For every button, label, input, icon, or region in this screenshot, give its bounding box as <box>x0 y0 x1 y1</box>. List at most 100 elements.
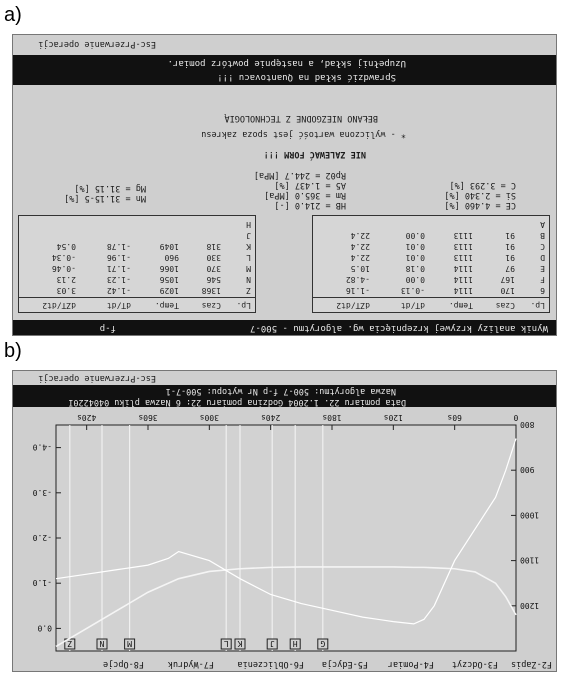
x-tick-label: 0 <box>513 413 518 422</box>
left-table-cell: 91 <box>505 231 515 240</box>
left-table-cell: 97 <box>505 264 515 273</box>
warning-no-pour: NIE ZALEWAĆ FORM !!! <box>263 149 366 159</box>
marker-label: K <box>237 639 242 648</box>
marker-box <box>317 638 329 650</box>
left-table-cell: 170 <box>500 286 515 295</box>
right-table-cell: 1056 <box>159 275 179 284</box>
marker-box <box>266 638 278 650</box>
screen-a-analysis-result: Wynik analizy krzywej krzepnięcia wg. al… <box>12 34 557 336</box>
warning-technology: BEŁANO NIEZGODNE Z TECHNOLOGIĄ <box>224 113 378 123</box>
escape-hint-b[interactable]: Esc-Przerwanie operacji <box>38 373 156 383</box>
temperature-curve <box>55 566 517 648</box>
right-table-cell: M <box>246 264 251 273</box>
marker-label: H <box>293 639 298 648</box>
params-left: CE = 4.460 [%] Si = 2.340 [%] C = 3.293 … <box>444 180 516 210</box>
marker-box <box>96 638 108 650</box>
left-table-cell: 22.4 <box>350 242 370 251</box>
left-table-cell: E <box>540 264 545 273</box>
escape-hint[interactable]: Esc-Przerwanie operacji <box>38 39 156 49</box>
header-title: Wynik analizy krzywej krzepnięcia wg. al… <box>249 323 548 333</box>
left-table-cell: 6 <box>540 286 545 295</box>
marker-box <box>124 638 136 650</box>
right-table-cell: 2.13 <box>56 275 76 284</box>
params-right: Mn = 31.15-5 [%] Mg = 31.15 [%] <box>64 183 146 203</box>
right-table-cell: 1029 <box>159 286 179 295</box>
left-table-cell: B <box>540 231 545 240</box>
left-table-cell: D <box>540 253 545 262</box>
marker-label: G <box>320 639 325 648</box>
left-table-cell: 0.00 <box>405 275 425 284</box>
left-table-cell: 0.18 <box>405 264 425 273</box>
right-table-cell: -1.71 <box>106 264 131 273</box>
params-mid: HB = 214.0 [-] Rm = 365.0 [MPa] A5 = 1.4… <box>254 170 346 210</box>
left-table-cell: -1.16 <box>345 286 370 295</box>
left-table-cell: 0.01 <box>405 242 425 251</box>
y-right-tick-label: -3.0 <box>33 488 52 497</box>
param-line: C = 3.293 [%] <box>449 180 516 190</box>
y-right-tick-label: -4.0 <box>33 443 52 452</box>
f5-edit-key[interactable]: F5-Edycja <box>321 659 368 669</box>
function-key-bar: F2-Zapis F3-Odczyt F4-Pomiar F5-Edycja F… <box>13 657 556 671</box>
x-tick-label: 120s <box>384 413 403 422</box>
left-table-cell: 22.4 <box>350 231 370 240</box>
right-table-cell: H <box>246 220 251 229</box>
f6-calculate-key[interactable]: F6-Obliczenia <box>237 659 304 669</box>
right-table-cell: N <box>246 275 251 284</box>
right-table-cell: 546 <box>206 275 221 284</box>
screen-b-content: F2-Zapis F3-Odczyt F4-Pomiar F5-Edycja F… <box>13 371 556 671</box>
right-table-cell: -1.42 <box>106 286 131 295</box>
warning-out-of-range: * - wyliczona wartość jest spoza zakresu <box>201 129 406 139</box>
x-tick-label: 240s <box>261 413 280 422</box>
right-table-cell: 1066 <box>159 264 179 273</box>
left-table-cell: A <box>540 220 545 229</box>
marker-box <box>289 638 301 650</box>
x-tick-label: 300s <box>200 413 219 422</box>
x-tick-label: 420s <box>77 413 96 422</box>
marker-box <box>220 638 232 650</box>
left-table-cell: 1113 <box>453 253 473 262</box>
f8-options-key[interactable]: F8-Opcje <box>103 659 144 669</box>
right-table-cell: -0.46 <box>51 264 76 273</box>
left-table-cell: 0.01 <box>405 253 425 262</box>
right-table-cell: 330 <box>206 253 221 262</box>
message-check-composition: Sprawdzić skład na Quantovacu !!! <box>217 72 396 82</box>
right-table-cell: J <box>246 231 251 240</box>
right-table-cell: 370 <box>206 264 221 273</box>
right-table-cell: 3.03 <box>56 286 76 295</box>
left-header-cell: dT/dt <box>400 301 425 310</box>
left-table-cell: 1113 <box>453 242 473 251</box>
marker-label: M <box>127 639 132 648</box>
f3-read-key[interactable]: F3-Odczyt <box>451 659 498 669</box>
marker-label: Z <box>67 639 72 648</box>
screen-a-content: Wynik analizy krzywej krzepnięcia wg. al… <box>13 35 556 335</box>
y-left-tick-label: 800 <box>520 420 535 429</box>
left-table-cell: F <box>540 275 545 284</box>
left-header-cell: Czas <box>495 301 515 310</box>
f7-print-key[interactable]: F7-Wydruk <box>167 659 214 669</box>
left-header-cell: Lp. <box>530 301 545 310</box>
f4-measure-key[interactable]: F4-Pomiar <box>387 659 434 669</box>
x-tick-label: 360s <box>138 413 157 422</box>
left-table-cell: 91 <box>505 253 515 262</box>
right-table-header: Lp. Czas Temp. dT/dt dZT/dt2 <box>19 297 255 312</box>
left-table-header: Lp. Czas Temp. dT/dt dZT/dt2 <box>313 297 549 312</box>
right-header-cell: dZT/dt2 <box>42 301 76 310</box>
message-complete-composition: Uzupełnij skład, a następnie powtórz pom… <box>167 58 406 68</box>
param-line: Rm = 365.0 [MPa] <box>264 190 346 200</box>
panel-b-label: b) <box>4 340 22 362</box>
right-table-cell: 1368 <box>201 286 221 295</box>
param-line: Mn = 31.15-5 [%] <box>64 193 146 203</box>
right-header-cell: Lp. <box>236 301 251 310</box>
left-header-cell: dZT/dt2 <box>336 301 370 310</box>
x-tick-label: 60s <box>447 413 462 422</box>
param-line: A5 = 1.437 [%] <box>274 180 346 190</box>
param-line: Mg = 31.15 [%] <box>74 183 146 193</box>
f2-save-key[interactable]: F2-Zapis <box>511 659 552 669</box>
right-header-cell: Temp. <box>154 301 179 310</box>
param-line: CE = 4.460 [%] <box>444 200 516 210</box>
left-table-cell: 1114 <box>453 264 473 273</box>
left-header-cell: Temp. <box>448 301 473 310</box>
y-left-tick-label: 1200 <box>520 601 539 610</box>
left-table-cell: 167 <box>500 275 515 284</box>
